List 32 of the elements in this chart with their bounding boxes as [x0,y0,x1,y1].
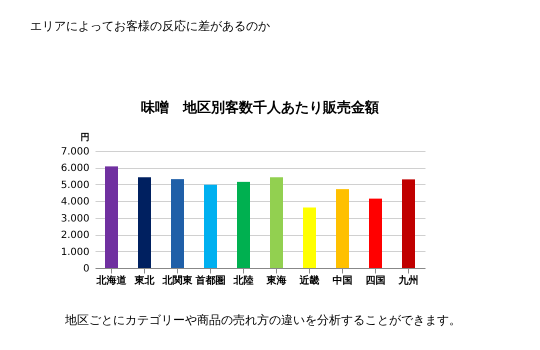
x-tick-label: 首都圏 [194,274,226,286]
y-tick-label: 6.000 [60,163,90,174]
x-tick-label: 九州 [398,274,418,286]
x-tick-label: 北陸 [232,274,254,286]
x-tick-label: 中国 [332,274,352,286]
y-tick-label: 1.000 [60,246,90,258]
x-tick-label: 東海 [266,274,286,286]
chart-title: 味噌 地区別客数千人あたり販売金額 [141,99,379,116]
y-axis-title: 円 [80,132,90,143]
bar [237,182,250,268]
x-tick-label: 近畿 [298,274,320,286]
bar [303,207,316,268]
y-tick-label: 4.000 [60,196,90,208]
y-tick-label: 3.000 [60,213,90,224]
x-tick-label: 北関東 [162,274,194,286]
bar [336,189,349,268]
bar [171,179,184,268]
bar [369,198,382,268]
y-tick-label: 2.000 [60,230,90,242]
bar [138,177,151,268]
y-tick-label: 0 [83,264,90,274]
x-tick-label: 北海道 [96,274,128,286]
y-tick-label: 5.000 [60,180,90,191]
x-tick-label: 四国 [366,276,386,286]
bar [270,177,283,268]
text: エリアによってお客様の反応に差があるのか [30,18,270,35]
bar [204,184,217,268]
x-tick-label: 東北 [134,274,156,286]
text: 地区ごとにカテゴリーや商品の売れ方の違いを分析することができます。 [65,312,461,329]
bar [402,179,415,268]
bar [105,166,118,268]
y-tick-label: 7.000 [60,146,90,158]
